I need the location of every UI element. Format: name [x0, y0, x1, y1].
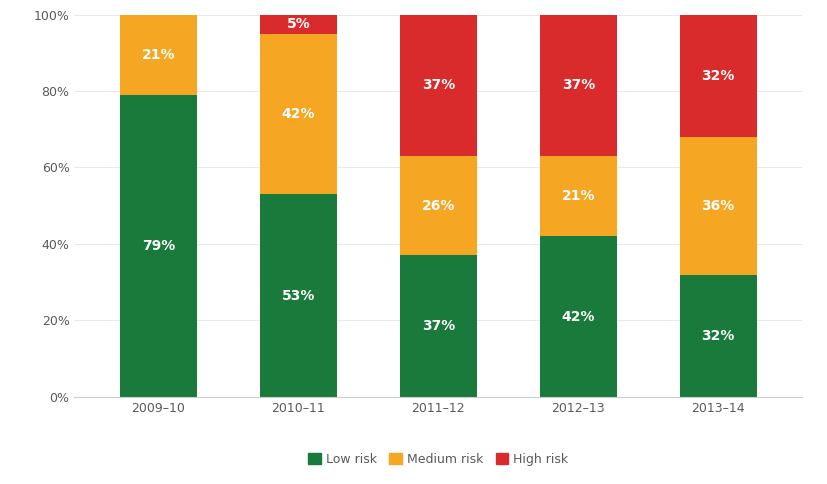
Text: 21%: 21%: [562, 189, 595, 203]
Text: 32%: 32%: [701, 329, 735, 343]
Bar: [540, 15, 617, 156]
Text: 21%: 21%: [141, 47, 175, 61]
Legend: Low risk, Medium risk, High risk: Low risk, Medium risk, High risk: [304, 449, 572, 469]
Bar: [260, 194, 337, 397]
Text: 26%: 26%: [422, 199, 455, 212]
Bar: [680, 15, 757, 137]
Bar: [680, 274, 757, 397]
Bar: [120, 15, 197, 95]
Bar: [120, 95, 197, 397]
Text: 79%: 79%: [141, 239, 175, 253]
Text: 53%: 53%: [282, 288, 315, 302]
Text: 36%: 36%: [701, 199, 735, 212]
Text: 32%: 32%: [701, 69, 735, 83]
Text: 37%: 37%: [422, 78, 455, 92]
Text: 42%: 42%: [562, 310, 595, 324]
Bar: [540, 236, 617, 397]
Bar: [399, 15, 477, 156]
Text: 42%: 42%: [282, 107, 315, 121]
Text: 37%: 37%: [562, 78, 595, 92]
Bar: [540, 156, 617, 236]
Bar: [399, 156, 477, 256]
Bar: [399, 256, 477, 397]
Text: 5%: 5%: [286, 17, 310, 31]
Bar: [680, 137, 757, 274]
Bar: [260, 15, 337, 34]
Bar: [260, 33, 337, 194]
Text: 37%: 37%: [422, 319, 455, 333]
